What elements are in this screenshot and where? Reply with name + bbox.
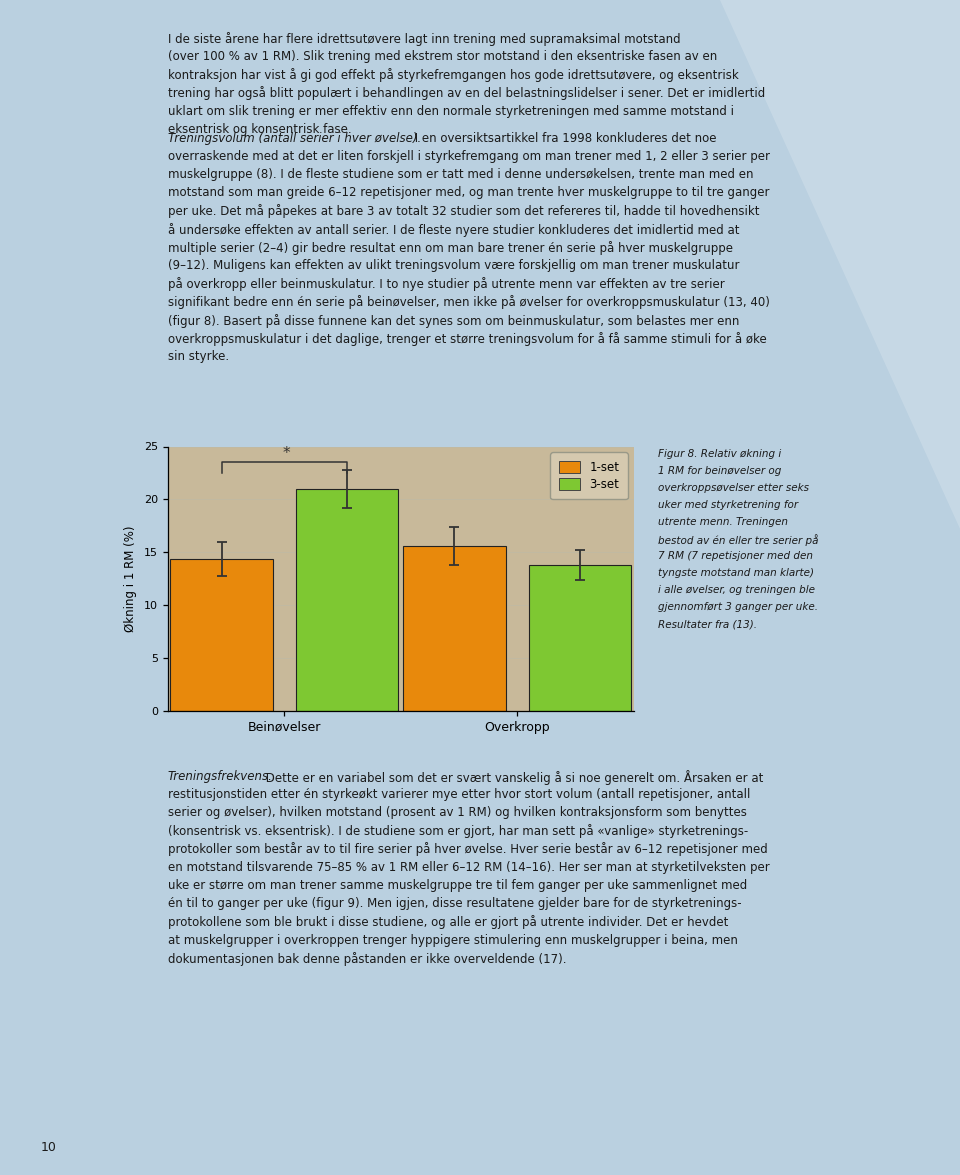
Text: gjennomført 3 ganger per uke.: gjennomført 3 ganger per uke. [658,602,818,612]
Text: motstand som man greide 6–12 repetisjoner med, og man trente hver muskelgruppe t: motstand som man greide 6–12 repetisjone… [168,186,770,200]
Text: Resultater fra (13).: Resultater fra (13). [658,619,756,630]
Text: uke er større om man trener samme muskelgruppe tre til fem ganger per uke sammen: uke er større om man trener samme muskel… [168,879,747,892]
Text: dokumentasjonen bak denne påstanden er ikke overveldende (17).: dokumentasjonen bak denne påstanden er i… [168,952,566,966]
Text: muskelgruppe (8). I de fleste studiene som er tatt med i denne undersøkelsen, tr: muskelgruppe (8). I de fleste studiene s… [168,168,754,181]
Text: på overkropp eller beinmuskulatur. I to nye studier på utrente menn var effekten: på overkropp eller beinmuskulatur. I to … [168,277,725,291]
Text: tyngste motstand man klarte): tyngste motstand man klarte) [658,569,814,578]
Text: protokollene som ble brukt i disse studiene, og alle er gjort på utrente individ: protokollene som ble brukt i disse studi… [168,915,729,929]
Text: Figur 8. Relativ økning i: Figur 8. Relativ økning i [658,449,780,459]
Text: overraskende med at det er liten forskjell i styrkefremgang om man trener med 1,: overraskende med at det er liten forskje… [168,150,770,163]
Text: en motstand tilsvarende 75–85 % av 1 RM eller 6–12 RM (14–16). Her ser man at st: en motstand tilsvarende 75–85 % av 1 RM … [168,860,770,874]
Text: I de siste årene har flere idrettsutøvere lagt inn trening med supramaksimal mot: I de siste årene har flere idrettsutøver… [168,32,681,46]
Legend: 1-set, 3-set: 1-set, 3-set [550,452,628,499]
Text: kontraksjon har vist å gi god effekt på styrkefremgangen hos gode idrettsutøvere: kontraksjon har vist å gi god effekt på … [168,68,739,82]
Text: *: * [283,446,291,462]
Bar [403,546,506,711]
Text: 7 RM (7 repetisjoner med den: 7 RM (7 repetisjoner med den [658,551,812,562]
Text: Treningsfrekvens.: Treningsfrekvens. [168,770,273,783]
Text: at muskelgrupper i overkroppen trenger hyppigere stimulering enn muskelgrupper i: at muskelgrupper i overkroppen trenger h… [168,933,738,947]
Text: eksentrisk og konsentrisk fase.: eksentrisk og konsentrisk fase. [168,123,351,136]
Text: multiple serier (2–4) gir bedre resultat enn om man bare trener én serie på hver: multiple serier (2–4) gir bedre resultat… [168,241,733,255]
Text: 10: 10 [40,1141,57,1154]
Text: I en oversiktsartikkel fra 1998 konkluderes det noe: I en oversiktsartikkel fra 1998 konklude… [411,132,716,145]
Text: utrente menn. Treningen: utrente menn. Treningen [658,517,787,528]
Text: i alle øvelser, og treningen ble: i alle øvelser, og treningen ble [658,585,815,596]
Text: serier og øvelser), hvilken motstand (prosent av 1 RM) og hvilken kontraksjonsfo: serier og øvelser), hvilken motstand (pr… [168,806,747,819]
Text: Treningsvolum (antall serier i hver øvelse).: Treningsvolum (antall serier i hver øvel… [168,132,421,145]
Bar [170,558,273,711]
Text: per uke. Det må påpekes at bare 3 av totalt 32 studier som det refereres til, ha: per uke. Det må påpekes at bare 3 av tot… [168,204,759,219]
Text: uklart om slik trening er mer effektiv enn den normale styrketreningen med samme: uklart om slik trening er mer effektiv e… [168,105,734,118]
Bar [529,565,632,711]
Text: å undersøke effekten av antall serier. I de fleste nyere studier konkluderes det: å undersøke effekten av antall serier. I… [168,223,739,236]
Text: bestod av én eller tre serier på: bestod av én eller tre serier på [658,533,818,546]
Text: trening har også blitt populært i behandlingen av en del belastningslidelser i s: trening har også blitt populært i behand… [168,87,765,100]
Text: restitusjonstiden etter én styrkeøkt varierer mye etter hvor stort volum (antall: restitusjonstiden etter én styrkeøkt var… [168,788,751,801]
Text: protokoller som består av to til fire serier på hver øvelse. Hver serie består a: protokoller som består av to til fire se… [168,842,768,857]
Text: (figur 8). Basert på disse funnene kan det synes som om beinmuskulatur, som bela: (figur 8). Basert på disse funnene kan d… [168,314,739,328]
Text: (konsentrisk vs. eksentrisk). I de studiene som er gjort, har man sett på «vanli: (konsentrisk vs. eksentrisk). I de studi… [168,825,748,838]
Bar [296,489,398,711]
Y-axis label: Økning i 1 RM (%): Økning i 1 RM (%) [124,525,137,632]
Text: uker med styrketrening for: uker med styrketrening for [658,501,798,510]
Text: én til to ganger per uke (figur 9). Men igjen, disse resultatene gjelder bare fo: én til to ganger per uke (figur 9). Men … [168,898,742,911]
Text: signifikant bedre enn én serie på beinøvelser, men ikke på øvelser for overkropp: signifikant bedre enn én serie på beinøv… [168,296,770,309]
Text: 1 RM for beinøvelser og: 1 RM for beinøvelser og [658,465,781,476]
Text: (9–12). Muligens kan effekten av ulikt treningsvolum være forskjellig om man tre: (9–12). Muligens kan effekten av ulikt t… [168,260,739,273]
Text: overkroppsøvelser etter seks: overkroppsøvelser etter seks [658,483,808,493]
Text: (over 100 % av 1 RM). Slik trening med ekstrem stor motstand i den eksentriske f: (over 100 % av 1 RM). Slik trening med e… [168,49,717,63]
Text: sin styrke.: sin styrke. [168,350,229,363]
Text: Dette er en variabel som det er svært vanskelig å si noe generelt om. Årsaken er: Dette er en variabel som det er svært va… [262,770,763,785]
Polygon shape [595,0,960,529]
Text: overkroppsmuskulatur i det daglige, trenger et større treningsvolum for å få sam: overkroppsmuskulatur i det daglige, tren… [168,331,767,345]
